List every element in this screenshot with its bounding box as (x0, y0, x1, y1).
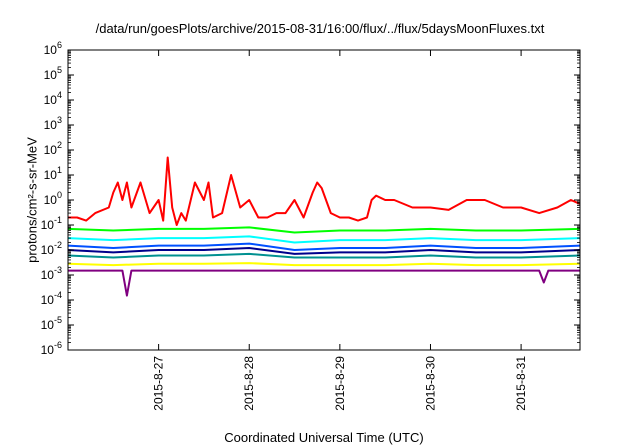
y-tick-label: 105 (44, 65, 62, 82)
y-tick-label: 10-3 (41, 265, 62, 282)
chart-title: /data/run/goesPlots/archive/2015-08-31/1… (95, 21, 545, 36)
y-tick-label: 100 (44, 190, 62, 207)
series-line (67, 247, 581, 255)
series-line (68, 156, 581, 226)
series-line (67, 252, 581, 259)
y-tick-label: 10-4 (41, 290, 62, 307)
series-line (67, 262, 581, 267)
ticks: 10-6 10-5 10-4 10-3 10-2 10-1 100 101 102 103 104 1… (41, 40, 580, 411)
x-tick-label: 2015-8-29 (333, 356, 347, 411)
y-tick-label: 10-1 (41, 215, 62, 232)
y-axis-label: protons/cm²-s-sr-MeV (24, 137, 40, 263)
y-tick-label: 103 (44, 115, 62, 132)
y-tick-label: 102 (44, 140, 62, 157)
x-tick-label: 2015-8-28 (242, 356, 256, 411)
y-tick-label: 106 (44, 40, 62, 57)
y-tick-label: 10-6 (41, 340, 62, 357)
y-tick-label: 10-5 (41, 315, 62, 332)
series-line (67, 242, 581, 251)
y-tick-label: 10-2 (41, 240, 62, 257)
x-tick-label: 2015-8-30 (423, 356, 437, 411)
plot-frame (67, 49, 581, 351)
y-tick-label: 104 (44, 90, 62, 107)
x-tick-label: 2015-8-27 (152, 356, 166, 411)
x-tick-label: 2015-8-31 (514, 356, 528, 411)
series-line (67, 226, 581, 234)
series-lines (67, 156, 581, 297)
x-axis-label: Coordinated Universal Time (UTC) (224, 430, 424, 445)
series-line (67, 235, 581, 244)
series-line (68, 269, 580, 297)
y-tick-label: 101 (44, 165, 62, 182)
